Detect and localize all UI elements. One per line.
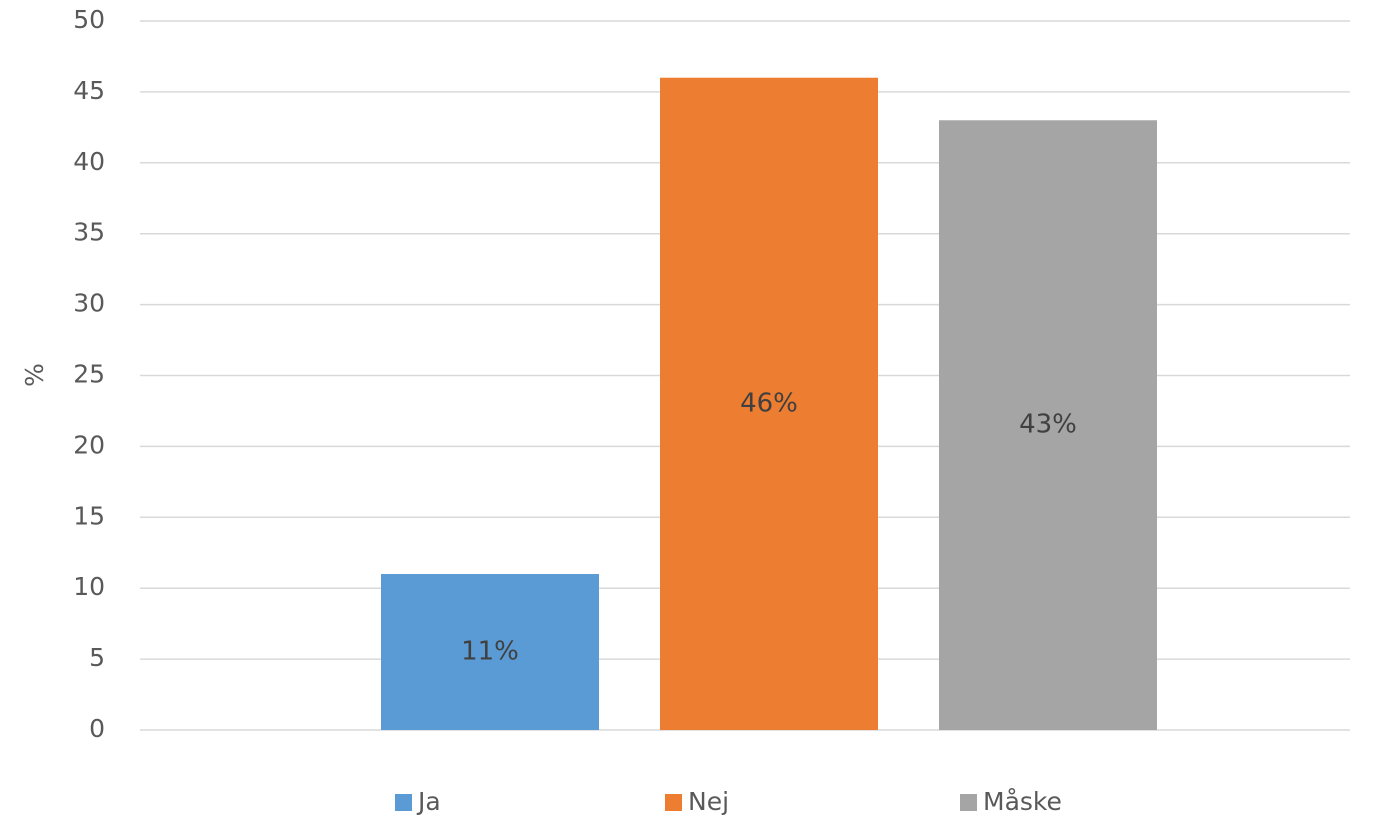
y-tick-label: 35 (73, 218, 105, 247)
y-tick-label: 50 (73, 5, 105, 34)
legend-label: Måske (983, 787, 1062, 816)
legend-marker (665, 794, 682, 811)
data-label: 43% (1019, 410, 1077, 440)
y-tick-label: 0 (89, 714, 105, 743)
y-tick-label: 25 (73, 360, 105, 389)
y-tick-label: 20 (73, 430, 105, 459)
y-tick-label: 10 (73, 572, 105, 601)
y-tick-label: 45 (73, 76, 105, 105)
y-tick-label: 30 (73, 289, 105, 318)
legend-marker (395, 794, 412, 811)
bar (939, 120, 1157, 730)
y-tick-label: 15 (73, 501, 105, 530)
y-tick-label: 5 (89, 643, 105, 672)
legend-label: Nej (688, 787, 729, 816)
legend-marker (960, 794, 977, 811)
bar (660, 77, 878, 731)
data-label: 11% (461, 637, 519, 667)
data-label: 46% (740, 388, 798, 418)
y-axis-label: % (20, 363, 49, 387)
legend-label: Ja (416, 787, 441, 816)
y-tick-label: 40 (73, 147, 105, 176)
bar (381, 574, 599, 730)
